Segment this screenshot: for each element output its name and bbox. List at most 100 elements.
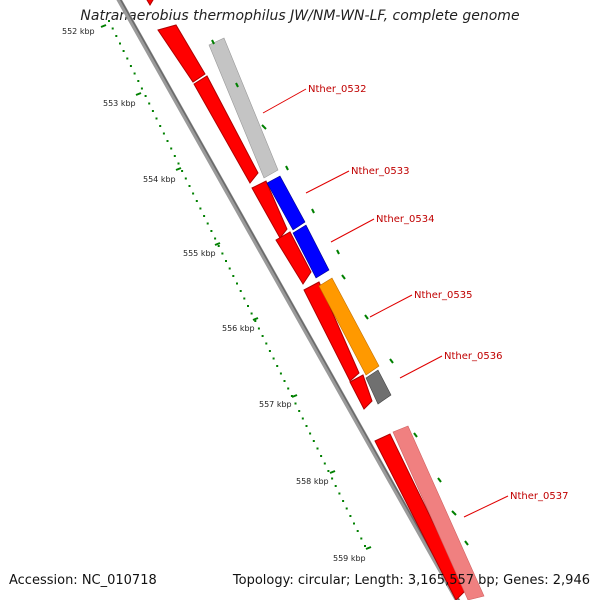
ruler-dot — [151, 110, 154, 112]
ruler-dot — [338, 492, 341, 495]
ruler-dot — [334, 485, 337, 487]
ruler-dot — [257, 327, 260, 330]
ruler-dot — [309, 432, 312, 435]
gene-0536-block — [365, 369, 392, 405]
ruler-dot — [276, 365, 279, 367]
ruler-dot — [214, 237, 217, 240]
ruler-dot — [265, 342, 268, 345]
ruler-label-552: 552 kbp — [62, 27, 95, 36]
ruler-dot — [203, 215, 206, 217]
gene-label-leaders — [262, 88, 509, 518]
ruler-labels: 552 kbp 553 kbp 554 kbp 555 kbp 556 kbp … — [62, 27, 366, 563]
ruler-dot — [312, 440, 315, 442]
ruler-dot — [126, 57, 129, 60]
gene-label-0537: Nther_0537 — [510, 491, 568, 502]
ruler-dot — [173, 155, 176, 157]
ruler-dot — [108, 20, 110, 22]
accession-text: Accession: NC_010718 — [9, 573, 157, 588]
ruler-dot — [316, 447, 319, 450]
cds-block — [303, 281, 360, 382]
backbone-inner — [119, 0, 460, 600]
gene-0535-block — [318, 277, 380, 376]
ruler-dot — [342, 500, 345, 502]
ruler-dot — [210, 230, 213, 232]
genome-summary-text: Topology: circular; Length: 3,165,557 bp… — [232, 573, 590, 588]
ruler-dot — [283, 380, 286, 382]
ruler-dot — [188, 185, 191, 187]
ruler-dot — [162, 132, 165, 135]
ruler-dot — [199, 207, 202, 210]
ruler-dot — [254, 320, 257, 322]
ruler-dot — [247, 305, 249, 307]
ruler-dot — [192, 192, 195, 195]
ruler-dot — [356, 530, 359, 532]
gene-0537-block — [392, 425, 485, 600]
cds-track — [146, 0, 467, 600]
inner-ruler-dots — [108, 20, 366, 547]
ruler-label-555: 555 kbp — [183, 249, 216, 258]
ruler-dot — [261, 335, 264, 337]
ruler-dot — [155, 117, 158, 120]
ruler-dot — [272, 357, 275, 360]
cds-block — [193, 75, 259, 184]
ruler-dot — [177, 162, 180, 165]
ruler-label-557: 557 kbp — [259, 400, 292, 409]
ruler-dot — [268, 350, 271, 352]
ruler-dot — [279, 372, 282, 375]
ruler-dot — [345, 507, 348, 510]
gene-label-0536: Nther_0536 — [444, 351, 502, 362]
ruler-dot — [364, 545, 366, 547]
ruler-dot — [250, 312, 253, 315]
gene-labels: Nther_0532 Nther_0533 Nther_0534 Nther_0… — [308, 84, 568, 502]
ruler-dot — [115, 35, 118, 37]
gene-label-0535: Nther_0535 — [414, 290, 472, 301]
cds-block — [275, 231, 312, 285]
ruler-dot — [320, 455, 323, 457]
ruler-dot — [360, 537, 363, 540]
ruler-dot — [232, 275, 235, 277]
ruler-dot — [331, 477, 334, 480]
ruler-dot — [111, 27, 114, 30]
ruler-dot — [225, 260, 227, 262]
ruler-dot — [148, 102, 151, 105]
ruler-dot — [137, 80, 140, 82]
ruler-label-559: 559 kbp — [333, 554, 366, 563]
ruler-label-558: 558 kbp — [296, 477, 329, 486]
ruler-dot — [170, 147, 173, 150]
ruler-dot — [349, 515, 352, 517]
gene-0534-block — [292, 224, 330, 279]
gene-label-0532: Nther_0532 — [308, 84, 366, 95]
ruler-dot — [221, 252, 224, 255]
ruler-dot — [181, 170, 184, 172]
cds-block — [251, 180, 288, 239]
map-title: Natranaerobius thermophilus JW/NM-WN-LF,… — [80, 8, 520, 24]
ruler-dot — [323, 462, 326, 465]
ruler-dot — [298, 410, 301, 412]
ruler-dot — [129, 65, 132, 67]
ruler-dot — [294, 402, 297, 405]
ruler-dot — [133, 72, 136, 75]
cds-block — [349, 374, 373, 410]
backbone-outer — [116, 0, 461, 600]
ruler-dot — [159, 125, 162, 127]
cds-block — [146, 0, 154, 6]
gene-0533-block — [266, 175, 306, 231]
ruler-dot — [236, 282, 238, 285]
ruler-dot — [166, 140, 169, 142]
ruler-dot — [140, 87, 143, 90]
ruler-label-556: 556 kbp — [222, 324, 255, 333]
ruler-dot — [195, 200, 198, 202]
ruler-dot — [287, 387, 290, 390]
gene-label-0533: Nther_0533 — [351, 166, 409, 177]
ruler-dot — [327, 470, 330, 472]
gene-track — [208, 37, 485, 600]
gene-label-0534: Nther_0534 — [376, 214, 434, 225]
ruler-dot — [119, 42, 121, 45]
ruler-dot — [239, 290, 242, 292]
outer-ruler-dashes — [211, 39, 469, 546]
ruler-dot — [217, 245, 220, 247]
ruler-label-553: 553 kbp — [103, 99, 136, 108]
ruler-dot — [144, 95, 147, 97]
ruler-dot — [184, 177, 187, 180]
